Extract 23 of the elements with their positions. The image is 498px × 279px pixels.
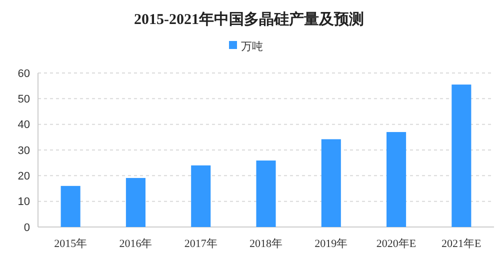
x-tick-label: 2015年 (54, 238, 88, 250)
y-tick-label: 20 (18, 170, 30, 183)
bar (126, 178, 146, 227)
bar (191, 165, 211, 227)
bar (321, 139, 341, 227)
y-tick-label: 40 (18, 119, 30, 132)
bar (60, 186, 80, 227)
y-tick-label: 0 (24, 222, 30, 234)
bar (256, 160, 276, 227)
bar (452, 84, 472, 227)
y-tick-label: 10 (18, 196, 30, 208)
bar (386, 132, 406, 227)
chart-title: 2015-2021年中国多晶硅产量及预测 (134, 11, 364, 28)
legend-label: 万吨 (241, 40, 263, 53)
x-tick-label: 2016年 (119, 238, 152, 250)
y-tick-label: 30 (18, 144, 30, 157)
x-tick-label: 2020年E (376, 238, 416, 250)
x-tick-label: 2019年 (314, 238, 348, 250)
y-tick-label: 50 (18, 94, 30, 106)
y-tick-label: 60 (18, 68, 30, 80)
x-tick-label: 2017年 (184, 238, 218, 250)
x-tick-label: 2021年E (442, 238, 482, 250)
x-tick-label: 2018年 (250, 238, 282, 250)
